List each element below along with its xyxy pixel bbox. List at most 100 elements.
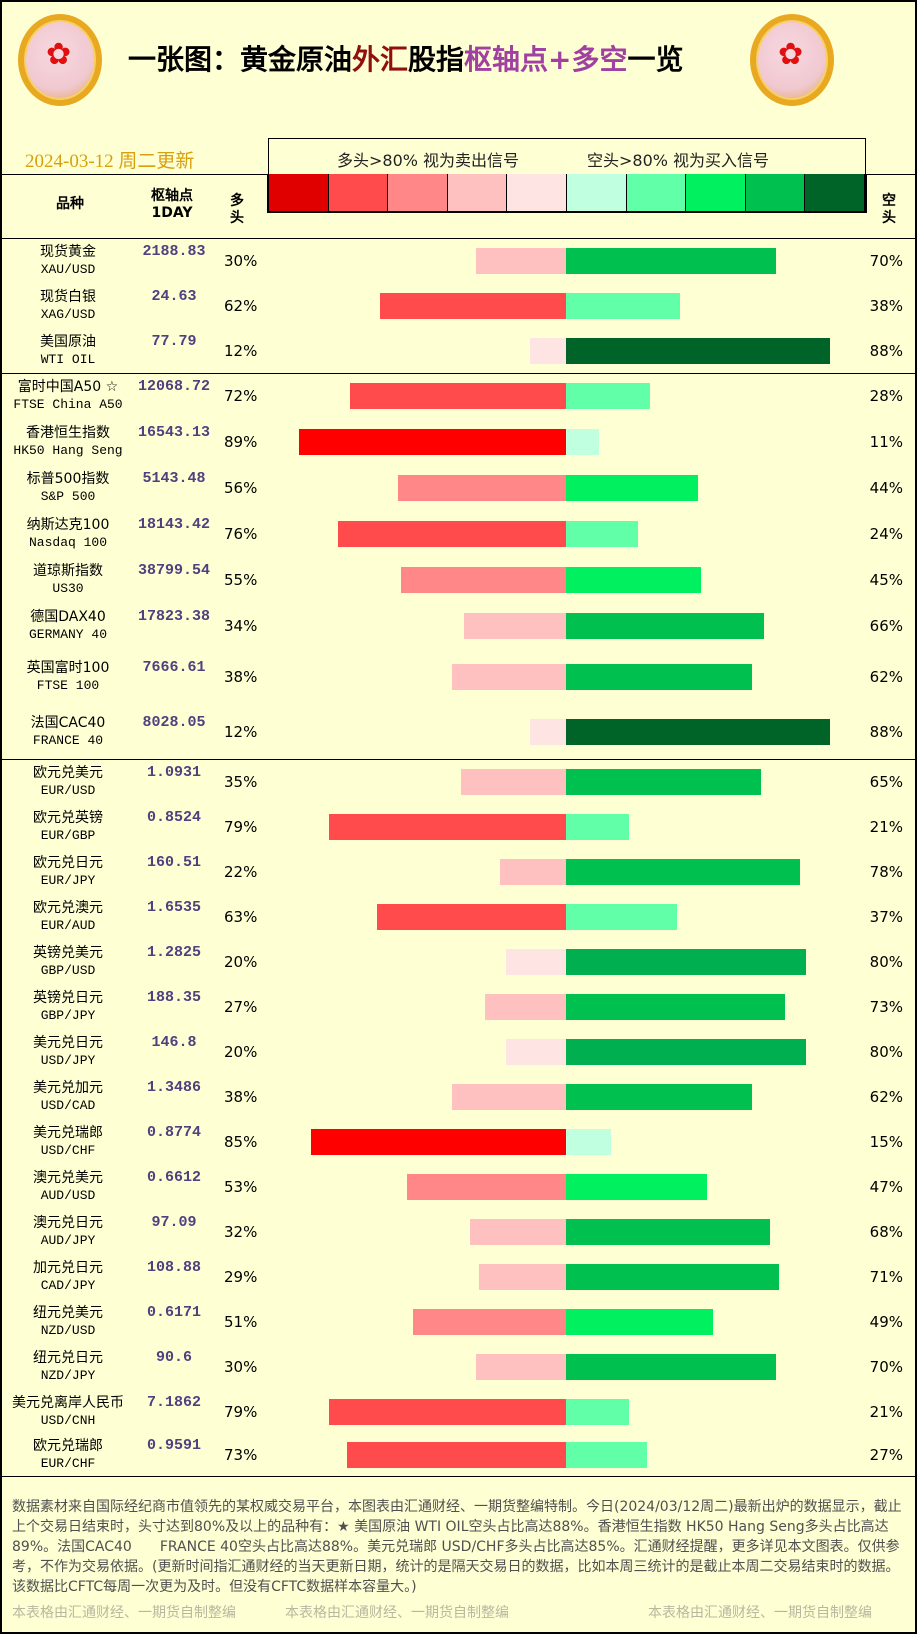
short-bar: [566, 429, 599, 455]
long-percent: 38%: [224, 1087, 258, 1106]
short-bar: [566, 948, 806, 975]
instrument-en: USD/CHF: [40, 1142, 96, 1158]
long-percent: 62%: [224, 296, 258, 315]
instrument-cn: 现货白银: [40, 288, 96, 305]
pivot-value: 0.8774: [146, 1123, 201, 1141]
scale-swatch: [566, 174, 627, 211]
instrument-name: 澳元兑美元 AUD/USD: [0, 1169, 136, 1205]
legend-box: 多头>80% 视为卖出信号 空头>80% 视为买入信号: [268, 138, 866, 175]
instrument-en: USD/JPY: [40, 1052, 96, 1068]
instrument-cn: 欧元兑英镑: [33, 809, 103, 826]
instrument-en: AUD/USD: [40, 1187, 96, 1203]
long-bar: [311, 1128, 566, 1155]
short-percent: 80%: [869, 1042, 903, 1061]
flower-icon: ✿: [46, 38, 72, 71]
pivot-value: 18143.42: [137, 516, 210, 533]
short-bar: [566, 768, 761, 795]
instrument-en: EUR/USD: [40, 782, 96, 798]
short-bar: [566, 1173, 707, 1200]
color-scale: [267, 174, 867, 213]
long-percent: 63%: [224, 907, 258, 926]
instrument-en: S&P 500: [40, 489, 96, 504]
title-part: 一览: [627, 43, 684, 76]
long-bar: [401, 567, 566, 593]
short-percent: 21%: [869, 1402, 903, 1421]
instrument-cn: 现货黄金: [40, 243, 96, 260]
watermark: 本表格由汇通财经、一期货自制整编: [648, 1605, 872, 1621]
short-bar: [566, 521, 638, 547]
header-pivot: 枢轴点 1DAY: [140, 188, 204, 222]
scale-swatch: [388, 174, 448, 211]
long-percent: 76%: [224, 525, 258, 543]
long-percent: 79%: [224, 1402, 258, 1421]
instrument-cn: 美元兑瑞郎: [33, 1124, 103, 1141]
instrument-name: 美元兑加元 USD/CAD: [0, 1079, 136, 1115]
short-percent: 70%: [869, 251, 903, 270]
short-bar: [566, 1353, 776, 1380]
long-percent: 56%: [224, 479, 258, 497]
long-bar: [470, 1218, 566, 1245]
long-percent: 20%: [224, 1042, 258, 1061]
header-name: 品种: [56, 196, 84, 212]
instrument-name: 美元兑瑞郎 USD/CHF: [0, 1124, 136, 1160]
table-row: 英镑兑美元 GBP/USD 1.2825 20% 80%: [0, 939, 917, 984]
table-row: 德国DAX40 GERMANY 40 17823.38 34% 66%: [0, 603, 917, 649]
group-divider: [0, 759, 917, 760]
table-row: 纽元兑日元 NZD/JPY 90.6 30% 70%: [0, 1344, 917, 1389]
long-bar: [452, 1083, 566, 1110]
group-divider: [0, 373, 917, 374]
long-percent: 72%: [224, 387, 258, 405]
long-percent: 22%: [224, 862, 258, 881]
page-title: 一张图：黄金原油外汇股指枢轴点+多空一览: [128, 38, 684, 78]
table-row: 欧元兑瑞郎 EUR/CHF 0.9591 73% 27%: [0, 1434, 917, 1476]
short-percent: 37%: [869, 907, 903, 926]
table-row: 英镑兑日元 GBP/JPY 188.35 27% 73%: [0, 984, 917, 1029]
short-percent: 78%: [869, 862, 903, 881]
pivot-value: 1.6535: [146, 898, 201, 916]
instrument-cn: 香港恒生指数: [26, 425, 110, 441]
instrument-cn: 美元兑加元: [33, 1079, 103, 1096]
long-bar: [464, 613, 566, 639]
pivot-value: 0.8524: [146, 808, 201, 826]
short-percent: 65%: [869, 772, 903, 791]
short-bar: [566, 292, 680, 319]
instrument-cn: 法国CAC40: [30, 714, 106, 731]
instrument-name: 香港恒生指数 HK50 Hang Seng: [0, 424, 136, 460]
pivot-value: 0.6171: [146, 1303, 201, 1321]
short-percent: 73%: [869, 997, 903, 1016]
instrument-name: 纽元兑美元 NZD/USD: [0, 1304, 136, 1340]
long-percent: 73%: [224, 1446, 258, 1464]
header-long: 多头: [230, 193, 244, 226]
divider: [0, 1476, 917, 1477]
table-row: 英国富时100 FTSE 100 7666.61 38% 62%: [0, 649, 917, 704]
long-bar: [461, 768, 566, 795]
short-percent: 70%: [869, 1357, 903, 1376]
short-bar: [566, 1398, 629, 1425]
title-part: 一张图：黄金原油: [128, 43, 353, 76]
instrument-cn: 欧元兑美元: [33, 764, 103, 781]
watermark: 本表格由汇通财经、一期货自制整编: [285, 1605, 509, 1621]
instrument-en: NZD/JPY: [40, 1367, 96, 1383]
short-percent: 44%: [869, 479, 903, 497]
scale-swatch: [686, 174, 746, 211]
instrument-en: EUR/AUD: [40, 917, 96, 933]
short-percent: 28%: [869, 387, 903, 405]
long-bar: [329, 813, 566, 840]
instrument-name: 富时中国A50 ☆ FTSE China A50: [0, 378, 136, 414]
instrument-en: GBP/JPY: [40, 1007, 96, 1023]
short-percent: 62%: [869, 667, 903, 686]
table-row: 美元兑加元 USD/CAD 1.3486 38% 62%: [0, 1074, 917, 1119]
long-bar: [407, 1173, 566, 1200]
short-bar: [566, 1263, 779, 1290]
table-row: 富时中国A50 ☆ FTSE China A50 12068.72 72% 28%: [0, 373, 917, 419]
pivot-value: 90.6: [155, 1348, 192, 1366]
instrument-cn: 欧元兑瑞郎: [33, 1438, 103, 1454]
short-percent: 21%: [869, 817, 903, 836]
table-row: 纳斯达克100 Nasdaq 100 18143.42 76% 24%: [0, 511, 917, 557]
instrument-en: AUD/JPY: [40, 1232, 96, 1248]
scale-swatch: [745, 174, 806, 211]
long-bar: [338, 521, 566, 547]
pivot-value: 188.35: [146, 988, 201, 1006]
instrument-name: 欧元兑日元 EUR/JPY: [0, 854, 136, 890]
instrument-name: 英国富时100 FTSE 100: [0, 659, 136, 695]
